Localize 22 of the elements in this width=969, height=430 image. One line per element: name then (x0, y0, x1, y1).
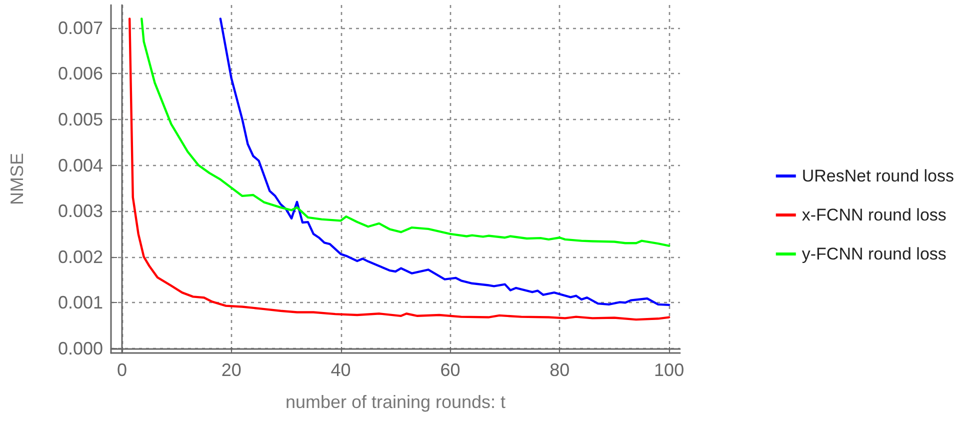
x-tick-label: 40 (330, 360, 351, 380)
y-tick-label: 0.005 (58, 109, 103, 130)
y-tick-label: 0.001 (58, 292, 103, 313)
y-tick-label: 0.003 (58, 201, 103, 222)
x-axis-title: number of training rounds: t (285, 392, 506, 412)
y-tick-label: 0.007 (58, 18, 103, 38)
x-tick-label: 80 (550, 360, 570, 380)
x-tick-label: 0 (116, 360, 127, 380)
y-tick-label: 0.004 (58, 155, 103, 176)
legend-label: UResNet round loss (802, 166, 954, 186)
legend-label: y-FCNN round loss (802, 244, 946, 264)
y-tick-label: 0.002 (58, 246, 103, 267)
line-series (219, 18, 670, 306)
x-tick-label: 60 (440, 360, 460, 380)
x-tick-label: 100 (654, 360, 684, 380)
x-tick-label: 20 (221, 360, 242, 380)
line-series (140, 18, 670, 247)
y-tick-label: 0.000 (58, 338, 103, 358)
y-axis-title: NMSE (7, 152, 27, 206)
line-series (128, 18, 670, 321)
y-tick-label: 0.006 (58, 64, 103, 84)
legend-label: x-FCNN round loss (802, 206, 946, 224)
